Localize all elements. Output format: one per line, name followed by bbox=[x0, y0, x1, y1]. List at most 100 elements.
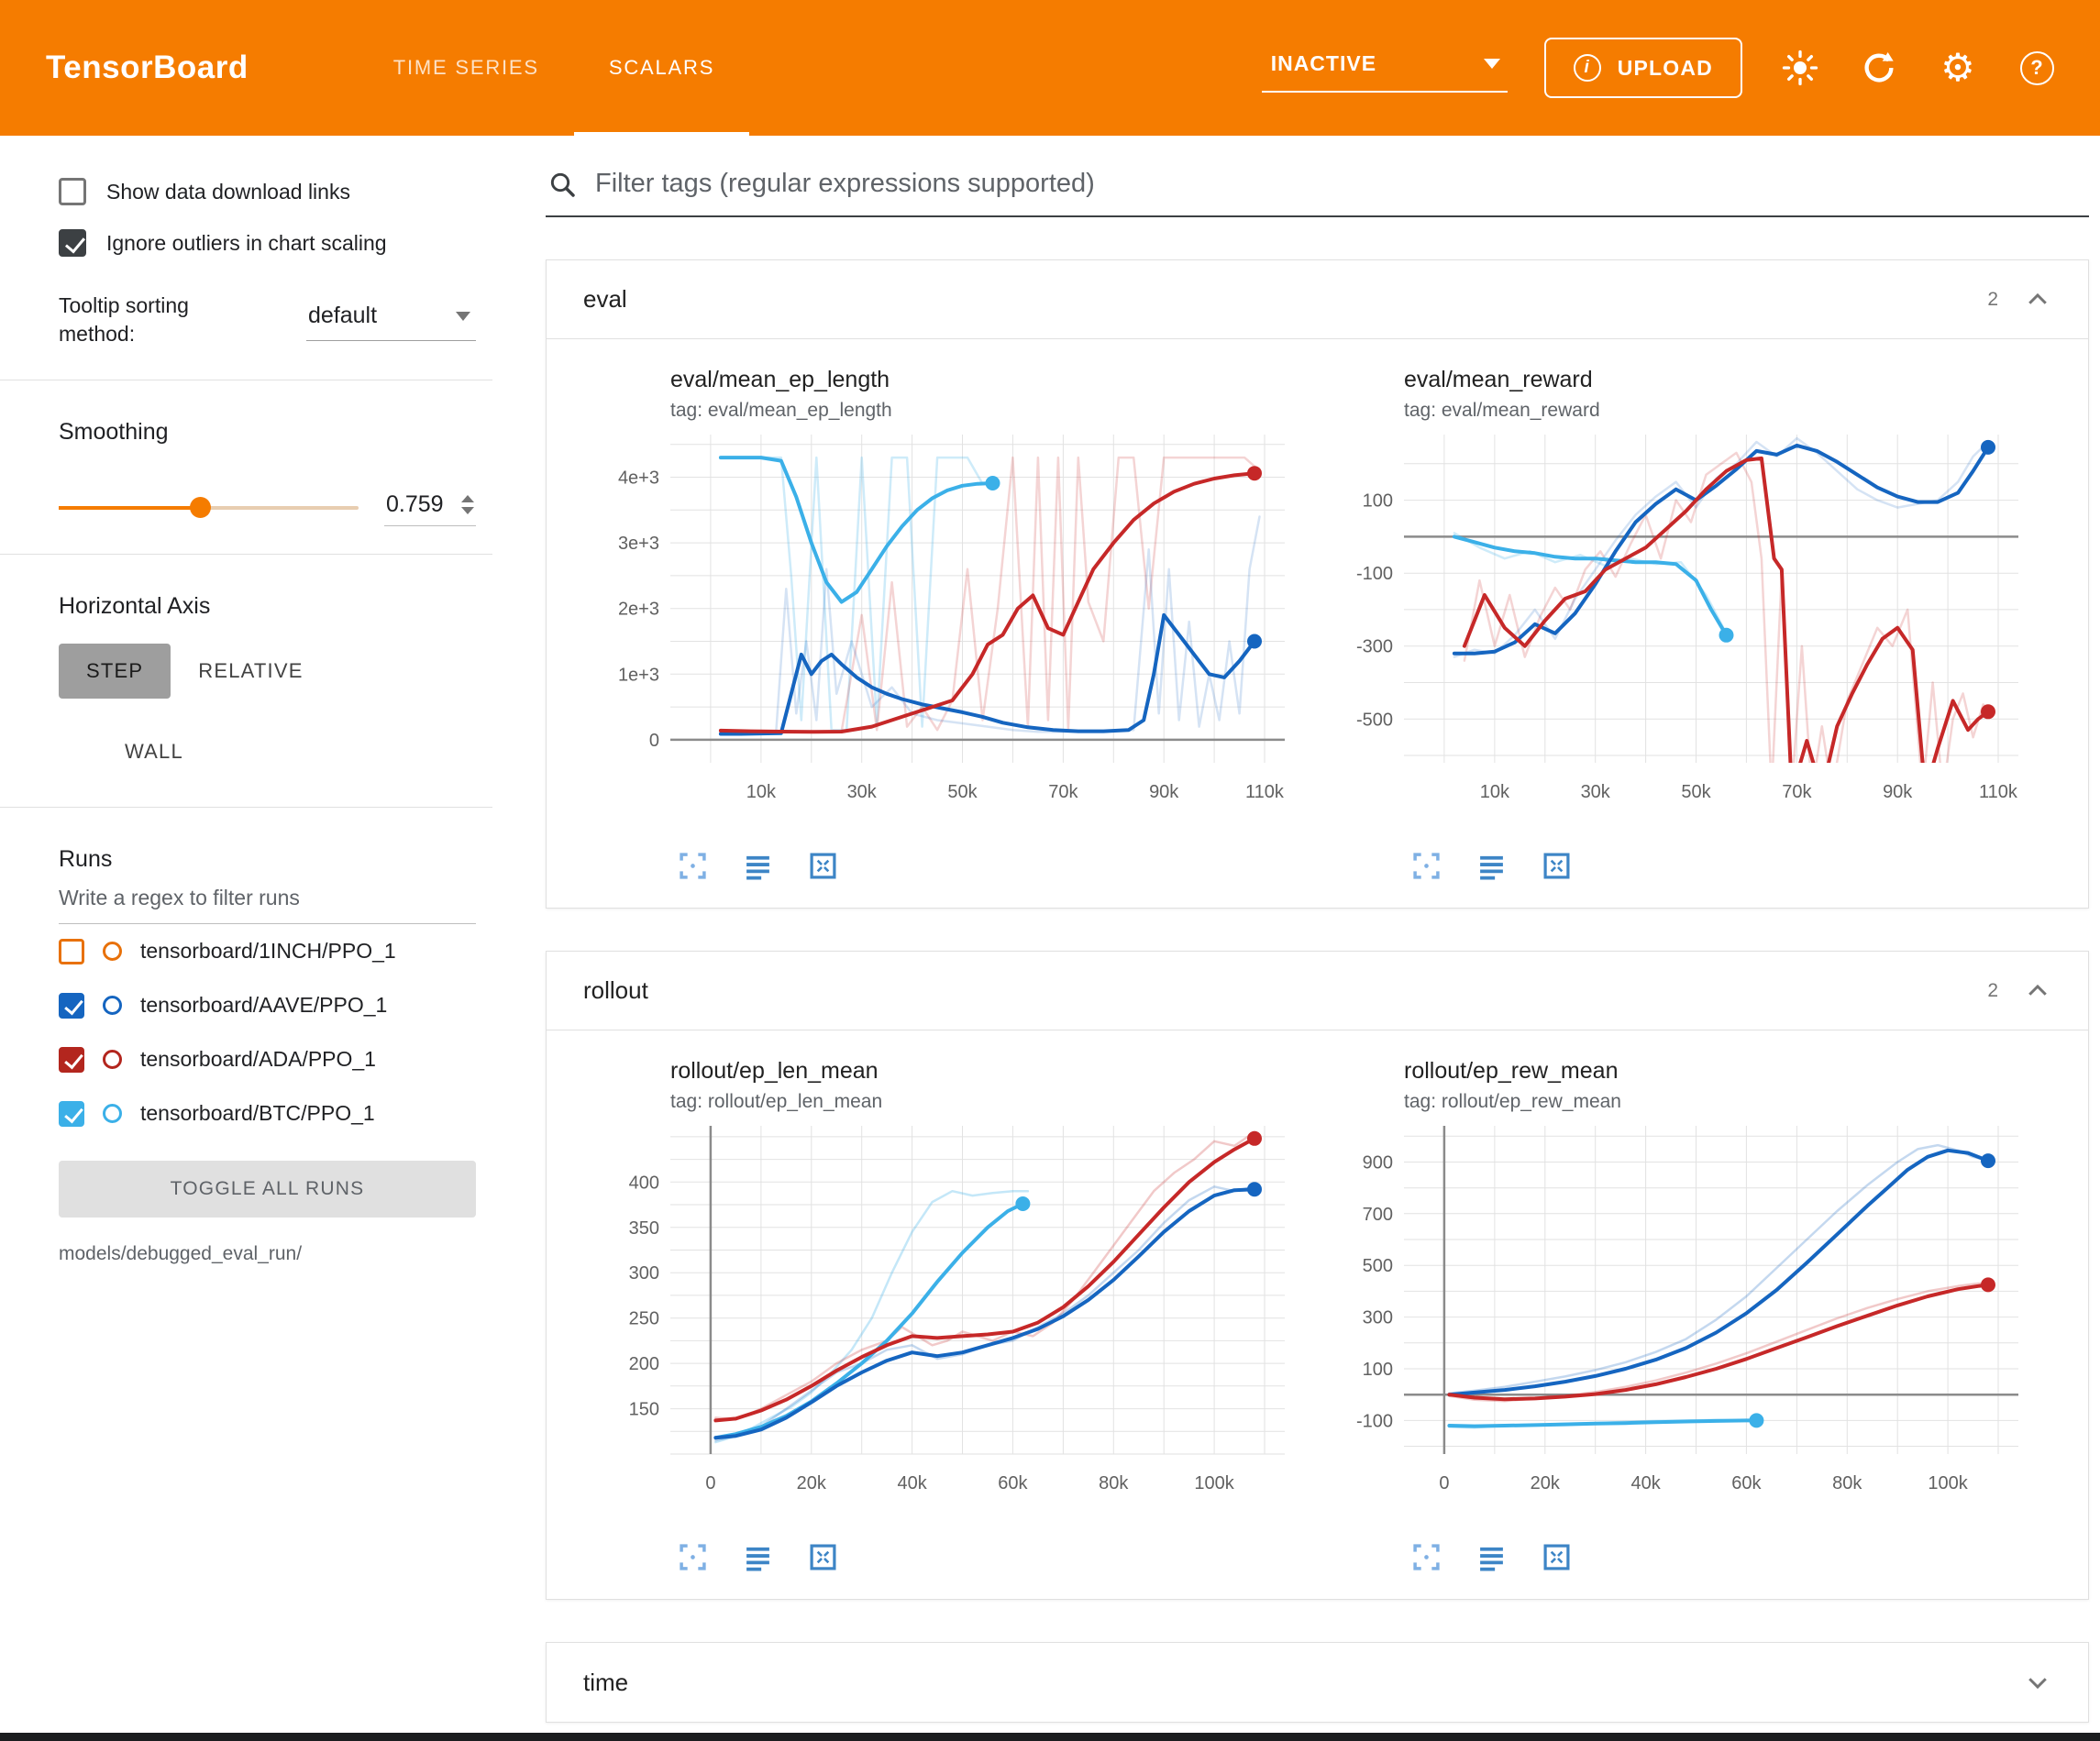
run-item-btc[interactable]: tensorboard/BTC/PPO_1 bbox=[59, 1086, 476, 1140]
chevron-up-icon[interactable] bbox=[2024, 977, 2051, 1005]
svg-text:0: 0 bbox=[705, 1473, 715, 1493]
chart-tag: tag: rollout/ep_len_mean bbox=[670, 1091, 883, 1112]
expand-chart-icon[interactable] bbox=[677, 1541, 709, 1573]
settings-button[interactable]: ⚙ bbox=[1937, 47, 1979, 89]
run-checkbox[interactable] bbox=[59, 938, 84, 964]
svg-text:20k: 20k bbox=[1531, 1473, 1561, 1493]
show-download-links-checkbox[interactable] bbox=[59, 178, 86, 205]
runs-filter-input[interactable] bbox=[59, 873, 476, 925]
chart-tag: tag: rollout/ep_rew_mean bbox=[1404, 1091, 1621, 1112]
show-download-links-option[interactable]: Show data download links bbox=[59, 178, 476, 205]
svg-text:4e+3: 4e+3 bbox=[618, 468, 659, 489]
tag-filter-input[interactable] bbox=[595, 169, 2085, 199]
svg-text:30k: 30k bbox=[847, 782, 878, 802]
line-chart[interactable]: 0 20k 40k 60k 80k 100k -100 100 300 500 700 900 bbox=[1317, 1118, 2041, 1529]
chart-tag: tag: eval/mean_ep_length bbox=[670, 400, 892, 421]
refresh-button[interactable] bbox=[1858, 47, 1900, 89]
svg-text:90k: 90k bbox=[1149, 782, 1179, 802]
svg-text:10k: 10k bbox=[746, 782, 777, 802]
run-checkbox[interactable] bbox=[59, 1100, 84, 1127]
run-item-1inch[interactable]: tensorboard/1INCH/PPO_1 bbox=[59, 924, 476, 978]
svg-text:110k: 110k bbox=[1979, 782, 2018, 802]
tab-scalars[interactable]: SCALARS bbox=[573, 0, 750, 136]
expand-chart-icon[interactable] bbox=[1410, 1541, 1442, 1573]
section-header-time[interactable]: time bbox=[547, 1643, 2088, 1722]
svg-text:110k: 110k bbox=[1245, 782, 1285, 802]
section-title: rollout bbox=[583, 976, 648, 1004]
run-label: tensorboard/ADA/PPO_1 bbox=[140, 1047, 376, 1072]
svg-text:700: 700 bbox=[1363, 1205, 1393, 1225]
svg-text:350: 350 bbox=[629, 1218, 659, 1239]
svg-text:400: 400 bbox=[629, 1173, 659, 1193]
upload-button[interactable]: i UPLOAD bbox=[1543, 38, 1742, 98]
line-chart[interactable]: 10k 30k 50k 70k 90k 110k 0 1e+3 2e+3 3e+3 4e+3 bbox=[583, 427, 1308, 838]
ignore-outliers-label: Ignore outliers in chart scaling bbox=[106, 230, 387, 255]
horizontal-scrollbar[interactable] bbox=[0, 1733, 2100, 1741]
svg-text:50k: 50k bbox=[947, 782, 978, 802]
help-button[interactable]: ? bbox=[2016, 47, 2058, 89]
chevron-down-icon[interactable] bbox=[2024, 1669, 2051, 1696]
axis-wall-button[interactable]: WALL bbox=[125, 740, 183, 764]
brightness-toggle-button[interactable] bbox=[1779, 47, 1821, 89]
line-chart[interactable]: 0 20k 40k 60k 80k 100k 150 200 250 300 350 400 bbox=[583, 1118, 1308, 1529]
line-chart[interactable]: 10k 30k 50k 70k 90k 110k -500 -300 -100 100 bbox=[1317, 427, 2041, 838]
app-title: TensorBoard bbox=[46, 50, 249, 85]
run-label: tensorboard/BTC/PPO_1 bbox=[140, 1101, 375, 1126]
axis-relative-button[interactable]: RELATIVE bbox=[198, 659, 304, 683]
svg-text:70k: 70k bbox=[1782, 782, 1812, 802]
fit-to-data-icon[interactable] bbox=[807, 850, 839, 882]
data-table-icon[interactable] bbox=[1476, 1541, 1508, 1573]
ignore-outliers-option[interactable]: Ignore outliers in chart scaling bbox=[59, 229, 476, 257]
section-count: 2 bbox=[1987, 979, 1998, 1001]
tag-filter-row bbox=[546, 163, 2089, 217]
svg-text:-100: -100 bbox=[1356, 564, 1393, 584]
smoothing-knob[interactable] bbox=[189, 497, 211, 519]
svg-text:-500: -500 bbox=[1356, 710, 1393, 730]
run-item-aave[interactable]: tensorboard/AAVE/PPO_1 bbox=[59, 978, 476, 1032]
main-tabs: TIME SERIES SCALARS bbox=[359, 0, 750, 136]
section-card-rollout: rollout 2 rollout/ep_len_mean tag: rollo… bbox=[546, 951, 2089, 1600]
stepper-arrows-icon[interactable] bbox=[461, 495, 474, 515]
data-table-icon[interactable] bbox=[1476, 850, 1508, 882]
smoothing-label: Smoothing bbox=[59, 419, 169, 446]
axis-step-button[interactable]: STEP bbox=[59, 644, 171, 700]
svg-text:70k: 70k bbox=[1048, 782, 1078, 802]
run-item-ada[interactable]: tensorboard/ADA/PPO_1 bbox=[59, 1032, 476, 1086]
svg-text:-100: -100 bbox=[1356, 1411, 1393, 1431]
tab-time-series[interactable]: TIME SERIES bbox=[392, 56, 539, 79]
data-table-icon[interactable] bbox=[742, 850, 774, 882]
smoothing-slider[interactable] bbox=[59, 497, 359, 519]
svg-text:80k: 80k bbox=[1099, 1473, 1129, 1493]
toggle-all-runs-button[interactable]: TOGGLE ALL RUNS bbox=[59, 1161, 476, 1218]
svg-text:150: 150 bbox=[629, 1400, 659, 1420]
svg-text:30k: 30k bbox=[1581, 782, 1611, 802]
svg-text:20k: 20k bbox=[797, 1473, 827, 1493]
run-checkbox[interactable] bbox=[59, 992, 84, 1019]
chart-card-rollout-ep-rew-mean: rollout/ep_rew_mean tag: rollout/ep_rew_… bbox=[1317, 1058, 2050, 1573]
ignore-outliers-checkbox[interactable] bbox=[59, 229, 86, 257]
chevron-up-icon[interactable] bbox=[2024, 286, 2051, 314]
run-color-circle bbox=[103, 1050, 122, 1070]
chart-tag: tag: eval/mean_reward bbox=[1404, 400, 1600, 421]
svg-text:0: 0 bbox=[649, 731, 659, 751]
chart-card-rollout-ep-len-mean: rollout/ep_len_mean tag: rollout/ep_len_… bbox=[583, 1058, 1317, 1573]
smoothing-fill bbox=[59, 506, 200, 511]
svg-text:100: 100 bbox=[1363, 491, 1393, 512]
data-table-icon[interactable] bbox=[742, 1541, 774, 1573]
fit-to-data-icon[interactable] bbox=[807, 1541, 839, 1573]
svg-text:100k: 100k bbox=[1928, 1473, 1968, 1493]
scalars-dashboard: eval 2 eval/mean_ep_length tag: eval/mea… bbox=[492, 136, 2100, 1741]
tooltip-sorting-dropdown[interactable]: default bbox=[306, 299, 476, 342]
expand-chart-icon[interactable] bbox=[677, 850, 709, 882]
run-checkbox[interactable] bbox=[59, 1046, 84, 1073]
chart-title: eval/mean_reward bbox=[1404, 367, 1593, 392]
status-dropdown[interactable]: INACTIVE bbox=[1261, 44, 1508, 93]
smoothing-value-input[interactable] bbox=[386, 491, 445, 519]
section-header-eval[interactable]: eval 2 bbox=[547, 260, 2088, 339]
fit-to-data-icon[interactable] bbox=[1541, 1541, 1573, 1573]
section-header-rollout[interactable]: rollout 2 bbox=[547, 952, 2088, 1030]
expand-chart-icon[interactable] bbox=[1410, 850, 1442, 882]
runs-label: Runs bbox=[59, 846, 113, 873]
search-icon bbox=[550, 172, 575, 197]
fit-to-data-icon[interactable] bbox=[1541, 850, 1573, 882]
